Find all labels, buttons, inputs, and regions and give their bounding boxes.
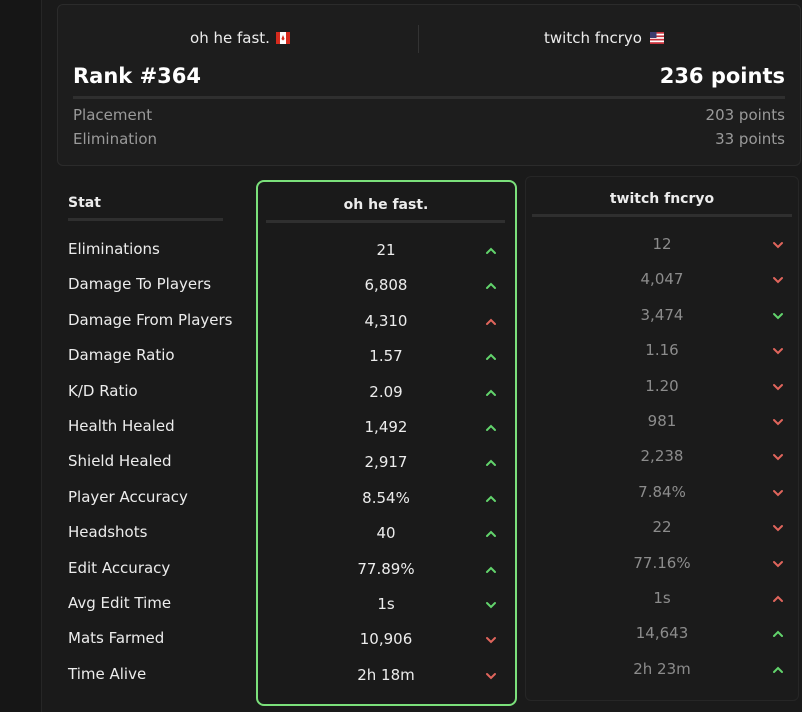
- trend-icon: [773, 242, 783, 249]
- player-value: 21: [376, 241, 396, 259]
- trend-icon: [486, 566, 496, 573]
- player-value: 10,906: [359, 630, 413, 649]
- separator: [418, 25, 419, 53]
- trend-icon: [773, 595, 783, 602]
- column-header: twitch fncryo: [609, 191, 715, 207]
- opponent-value: 77.16%: [633, 553, 691, 572]
- stat-label: Health Healed: [68, 417, 175, 435]
- stat-label: Headshots: [68, 523, 148, 542]
- player-value: 1.57: [369, 347, 403, 366]
- trend-icon: [773, 666, 783, 673]
- trend-icon: [773, 312, 783, 320]
- stat-label: Shield Healed: [68, 452, 172, 471]
- trend-icon: [486, 495, 496, 502]
- player-value: 2h 18m: [357, 665, 415, 684]
- player-column: [256, 180, 517, 706]
- trend-icon: [773, 277, 783, 284]
- player-value: 2.09: [369, 382, 403, 401]
- trend-icon: [486, 459, 496, 467]
- player-underline: [266, 220, 505, 223]
- opponent-value: 7.84%: [638, 482, 686, 501]
- stat-label: Damage To Players: [68, 275, 212, 294]
- stat-label: K/D Ratio: [68, 381, 138, 400]
- opponent-value: 2h 23m: [633, 659, 691, 678]
- opponent-underline: [532, 214, 792, 217]
- player-value: 8.54%: [362, 488, 410, 507]
- breakdown-value: 33 points: [715, 130, 785, 148]
- stat-label: Damage Ratio: [68, 346, 175, 365]
- player-value: 40: [376, 524, 396, 543]
- trend-icon: [773, 630, 783, 638]
- total-points: 236 points: [659, 64, 785, 88]
- opponent-value: 2,238: [640, 447, 684, 466]
- stat-label: Time Alive: [68, 664, 147, 683]
- trend-icon: [486, 282, 496, 290]
- stat-label: Eliminations: [68, 240, 160, 258]
- trend-icon: [486, 318, 496, 325]
- opponent-value: 3,474: [640, 305, 684, 324]
- player-name: twitch fncryo: [544, 29, 642, 47]
- divider: [73, 96, 785, 99]
- trend-icon: [486, 353, 496, 361]
- stat-label: Damage From Players: [68, 310, 233, 329]
- trend-icon: [486, 424, 496, 431]
- opponent-value: 12: [652, 235, 672, 253]
- opponent-value: 22: [652, 518, 672, 537]
- trend-icon: [773, 560, 783, 568]
- breakdown-label: Placement: [73, 106, 153, 124]
- player-name: oh he fast.: [190, 29, 270, 47]
- trend-icon: [773, 525, 783, 532]
- opponent-column: [525, 176, 799, 701]
- trend-icon: [486, 389, 496, 396]
- summary-card: [57, 4, 801, 166]
- trend-icon: [773, 383, 783, 391]
- breakdown-value: 203 points: [705, 106, 785, 124]
- breakdown-label: Elimination: [73, 130, 158, 148]
- player-value: 1s: [377, 595, 395, 613]
- player-value: 1,492: [364, 418, 408, 436]
- flag-usa: [650, 32, 664, 44]
- trend-icon: [486, 637, 496, 644]
- opponent-value: 1.16: [645, 341, 679, 360]
- rank: Rank #364: [73, 64, 201, 88]
- player-value: 2,917: [364, 453, 408, 472]
- player-value: 77.89%: [357, 559, 415, 578]
- stat-label: Edit Accuracy: [68, 558, 171, 577]
- sidebar: [0, 0, 42, 712]
- player-value: 6,808: [364, 276, 408, 295]
- trend-icon: [486, 247, 496, 254]
- trend-icon: [486, 602, 496, 609]
- trend-icon: [773, 489, 783, 497]
- opponent-value: 1s: [653, 589, 671, 607]
- stat-label: Mats Farmed: [68, 629, 165, 648]
- trend-icon: [486, 530, 496, 538]
- column-header: Stat: [68, 195, 101, 211]
- opponent-value: 981: [647, 412, 677, 430]
- trend-icon: [773, 419, 783, 426]
- trend-icon: [486, 672, 496, 680]
- opponent-value: 4,047: [640, 270, 684, 289]
- column-header: oh he fast.: [343, 197, 429, 213]
- opponent-value: 1.20: [645, 376, 679, 395]
- stat-label: Player Accuracy: [68, 487, 188, 506]
- stat-label: Avg Edit Time: [68, 594, 172, 612]
- stat-underline: [68, 218, 223, 221]
- flag-canada: [276, 32, 290, 44]
- trend-icon: [773, 348, 783, 355]
- trend-icon: [773, 454, 783, 461]
- player-value: 4,310: [364, 311, 408, 330]
- opponent-value: 14,643: [635, 624, 689, 643]
